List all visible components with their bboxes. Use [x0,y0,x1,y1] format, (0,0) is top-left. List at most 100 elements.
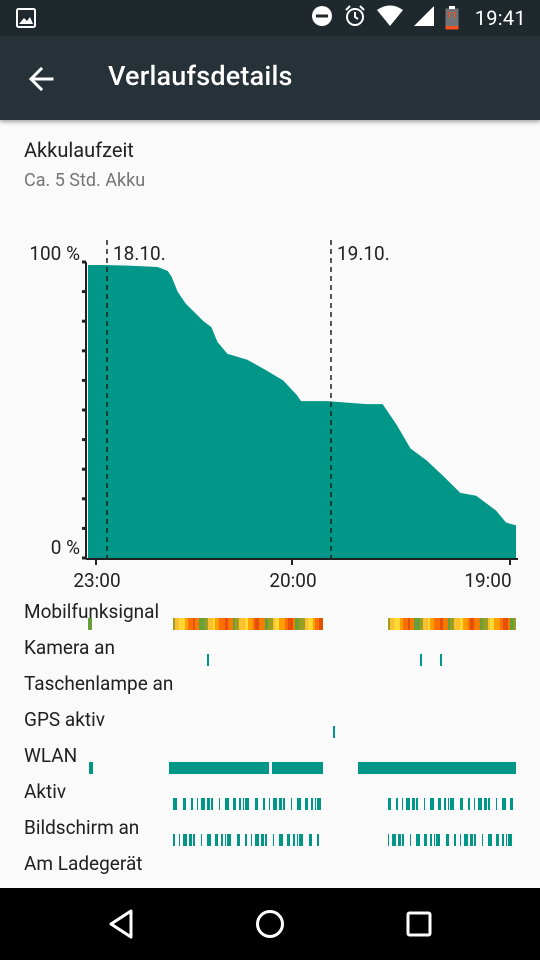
signal-segment [233,618,235,630]
nav-home-icon[interactable] [252,906,288,942]
signal-segment [400,618,403,630]
activity-mark [488,834,492,846]
activity-mark [221,834,223,846]
activity-mark [502,834,504,846]
history-row-label: GPS aktiv [24,708,105,731]
signal-segment [474,618,480,630]
signal-segment [239,618,245,630]
signal-segment [275,618,279,630]
signal-segment [460,618,463,630]
activity-mark [183,834,187,846]
signal-segment [428,618,430,630]
nav-recents-icon[interactable] [401,906,437,942]
activity-mark [273,834,274,846]
activity-mark [424,834,427,846]
activity-mark [197,798,198,810]
activity-mark [496,834,499,846]
activity-mark [311,798,313,810]
activity-mark [191,798,193,810]
signal-segment [468,618,470,630]
activity-mark [424,798,425,810]
activity-mark [446,834,449,846]
activity-mark [173,798,177,810]
activity-mark [410,834,411,846]
activity-mark [396,798,398,810]
activity-mark [478,798,482,810]
activity-mark [269,798,270,810]
activity-mark [496,798,497,810]
battery-history-chart: 100 % 0 % 23:00 20:00 19:00 18.10. 19.10. [29,240,518,846]
gps-on-mark [333,726,335,738]
activity-mark [189,834,192,846]
activity-mark [243,798,244,810]
activity-mark [430,798,434,810]
activity-mark [227,834,231,846]
signal-segment [205,618,208,630]
activity-mark [448,798,449,810]
activity-mark [207,798,210,810]
signal-segment [299,618,305,630]
signal-segment [253,618,255,630]
signal-segment [423,618,428,630]
nav-back-icon[interactable] [104,906,140,942]
signal-segment [215,618,219,630]
signal-segment [430,618,434,630]
activity-mark [434,834,435,846]
activity-mark [436,834,440,846]
activity-mark [297,798,301,810]
signal-segment [414,618,420,630]
wlan-segment [358,762,516,774]
battery-life-estimate: Ca. 5 Std. Akku [24,170,146,191]
history-row-label: Aktiv [24,780,67,803]
activity-mark [309,834,312,846]
activity-mark [502,798,506,810]
wifi-icon [376,5,403,31]
signal-segment [388,618,390,630]
activity-mark [261,834,264,846]
signal-segment [434,618,440,630]
activity-mark [273,798,277,810]
signal-segment [219,618,225,630]
signal-segment [319,618,323,630]
signal-segment [470,618,474,630]
camera-on-mark [207,654,209,666]
activity-mark [474,798,475,810]
signal-segment [463,618,468,630]
signal-segment [225,618,228,630]
date-marker-label: 19.10. [337,242,390,265]
signal-segment [185,618,188,630]
activity-mark [255,834,259,846]
battery-level: 11 [446,11,457,21]
activity-mark [392,834,396,846]
activity-mark [255,798,258,810]
activity-mark [508,834,512,846]
activity-mark [225,834,226,846]
history-row-label: Taschenlampe an [24,672,174,695]
activity-mark [468,798,470,810]
activity-mark [510,798,513,810]
x-label: 19:00 [464,569,511,592]
activity-mark [193,834,195,846]
wlan-segment [272,762,323,774]
activity-mark [297,834,298,846]
signal-segment [443,618,448,630]
activity-mark [412,798,415,810]
activity-mark [317,834,319,846]
signal-segment [199,618,205,630]
activity-mark [388,798,391,810]
arrow-back-icon[interactable] [24,62,58,96]
battery-level-area [88,265,516,558]
signal-segment [88,618,92,630]
activity-mark [438,798,441,810]
signal-segment [193,618,195,630]
signal-segment [208,618,213,630]
activity-mark [406,798,410,810]
signal-segment [285,618,288,630]
activity-mark [506,834,507,846]
activity-mark [279,798,282,810]
alarm-icon [343,4,367,32]
signal-segment [213,618,215,630]
activity-mark [430,834,432,846]
signal-segment [490,618,494,630]
signal-segment [175,618,179,630]
